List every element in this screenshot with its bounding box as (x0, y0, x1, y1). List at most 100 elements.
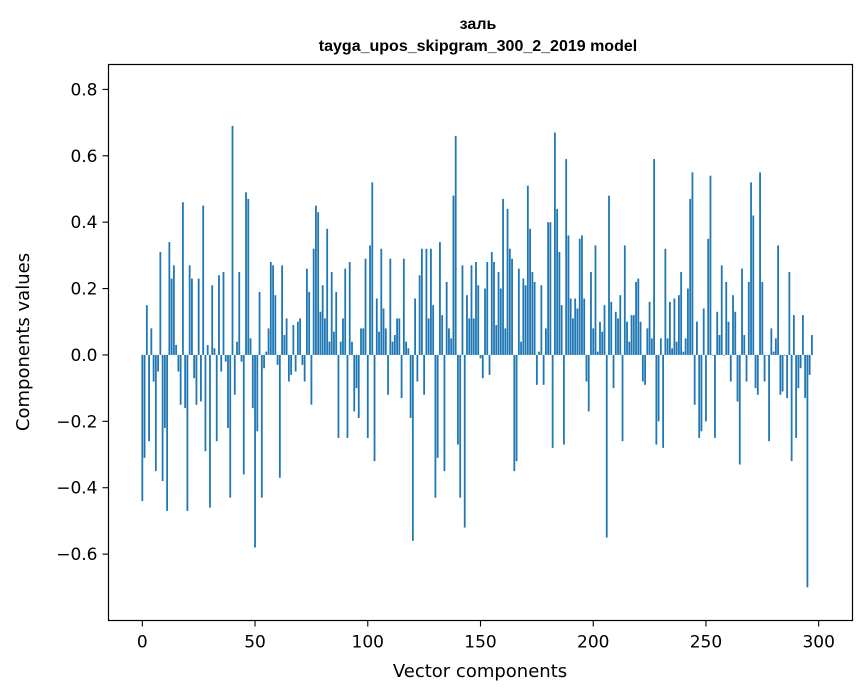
bar-component-190 (569, 298, 572, 355)
bar-component-39 (229, 354, 232, 498)
bar-component-186 (560, 305, 563, 355)
bar-component-261 (729, 354, 732, 382)
bar-component-48 (249, 338, 252, 355)
bar-component-35 (220, 354, 223, 372)
bar-component-158 (497, 271, 500, 355)
bar-component-109 (387, 354, 389, 395)
bar-series (141, 125, 813, 588)
x-axis-ticks: 0 50 100 150 200 250 300 (137, 620, 835, 653)
bar-component-62 (281, 265, 283, 355)
y-tick-label: 0.6 (70, 147, 97, 167)
bar-component-166 (515, 354, 518, 462)
bar-component-28 (204, 354, 207, 452)
bar-component-206 (605, 354, 608, 538)
bar-component-288 (790, 354, 793, 462)
bar-component-152 (484, 288, 486, 355)
bar-component-262 (732, 295, 734, 355)
bar-component-69 (296, 321, 299, 355)
bar-component-102 (371, 182, 374, 355)
bar-component-169 (522, 278, 525, 355)
bar-component-280 (772, 351, 775, 355)
bar-component-176 (538, 351, 541, 355)
bar-component-275 (761, 281, 764, 355)
bar-component-89 (342, 318, 344, 355)
bar-component-43 (238, 271, 241, 355)
bar-component-142 (461, 265, 464, 355)
bar-component-213 (621, 354, 624, 442)
bar-component-167 (517, 268, 520, 355)
bar-component-269 (747, 281, 750, 355)
bar-component-292 (799, 354, 802, 369)
bar-component-146 (470, 265, 473, 355)
bar-component-21 (188, 265, 191, 355)
bar-component-242 (687, 288, 689, 355)
bar-component-249 (702, 308, 705, 355)
bar-component-135 (445, 281, 448, 355)
bar-component-6 (154, 354, 157, 472)
bar-component-36 (222, 271, 225, 355)
bar-component-244 (691, 172, 694, 355)
bar-component-229 (657, 354, 660, 422)
bar-component-216 (628, 341, 631, 355)
bar-component-212 (619, 295, 622, 355)
bar-component-27 (202, 205, 205, 355)
bar-component-184 (556, 208, 559, 355)
bar-component-255 (716, 311, 719, 355)
bar-component-74 (308, 291, 311, 355)
bar-component-180 (547, 222, 550, 355)
bar-component-145 (468, 318, 471, 355)
bar-component-94 (353, 354, 356, 412)
bar-component-223 (644, 354, 646, 385)
bar-component-70 (299, 318, 302, 355)
bar-component-61 (278, 354, 281, 478)
bar-component-116 (402, 258, 405, 355)
bar-component-250 (705, 354, 707, 422)
bar-component-121 (414, 298, 417, 355)
bar-component-246 (696, 321, 698, 355)
bar-component-24 (195, 354, 198, 405)
bar-component-285 (783, 354, 786, 356)
bar-component-181 (549, 222, 552, 355)
bar-component-125 (423, 354, 426, 395)
bar-component-52 (258, 291, 261, 355)
bar-component-159 (499, 288, 502, 355)
bar-component-91 (346, 354, 349, 438)
bar-component-118 (407, 348, 410, 355)
bar-component-120 (411, 354, 414, 541)
bar-component-25 (197, 278, 200, 355)
bar-component-4 (150, 328, 153, 355)
bar-component-276 (763, 354, 766, 382)
bar-component-20 (186, 354, 189, 511)
bar-component-126 (425, 248, 428, 355)
bar-component-128 (430, 248, 432, 355)
bar-component-173 (531, 271, 534, 355)
bar-component-161 (504, 328, 507, 355)
bar-component-12 (168, 242, 171, 355)
bar-component-210 (614, 311, 617, 355)
bar-component-14 (172, 265, 175, 355)
x-axis-label: Vector components (393, 661, 567, 682)
bar-component-207 (608, 195, 610, 355)
bar-component-49 (251, 354, 254, 409)
bar-component-131 (436, 354, 439, 458)
bar-component-130 (434, 354, 437, 498)
bar-component-218 (632, 315, 635, 355)
bar-component-164 (511, 258, 513, 355)
y-tick-label: 0.4 (70, 213, 97, 233)
bar-component-60 (276, 354, 279, 365)
bar-component-144 (466, 295, 468, 355)
bar-component-2 (145, 305, 148, 355)
bar-component-171 (526, 185, 529, 355)
bar-component-254 (714, 354, 716, 438)
bar-component-134 (443, 354, 446, 472)
bar-component-107 (382, 308, 385, 355)
bar-component-68 (294, 354, 297, 372)
bar-component-3 (148, 354, 150, 442)
bar-component-279 (770, 328, 773, 355)
bar-component-99 (364, 258, 367, 355)
bar-component-199 (590, 271, 592, 355)
bar-component-55 (265, 351, 268, 355)
bar-component-150 (479, 354, 482, 359)
bar-component-16 (177, 354, 180, 372)
bar-component-272 (754, 354, 757, 389)
